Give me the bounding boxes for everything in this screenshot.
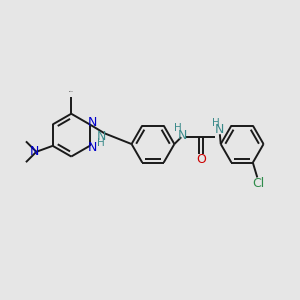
- Text: H: H: [174, 123, 182, 133]
- Text: O: O: [196, 153, 206, 166]
- Text: Cl: Cl: [253, 177, 265, 190]
- Text: N: N: [96, 130, 106, 143]
- Text: N: N: [178, 129, 188, 142]
- Text: N: N: [29, 145, 39, 158]
- Text: H: H: [97, 138, 105, 148]
- Text: H: H: [212, 118, 219, 128]
- Text: N: N: [88, 141, 97, 154]
- Text: N: N: [88, 116, 97, 130]
- Text: N: N: [214, 123, 224, 136]
- Text: methyl: methyl: [69, 91, 74, 92]
